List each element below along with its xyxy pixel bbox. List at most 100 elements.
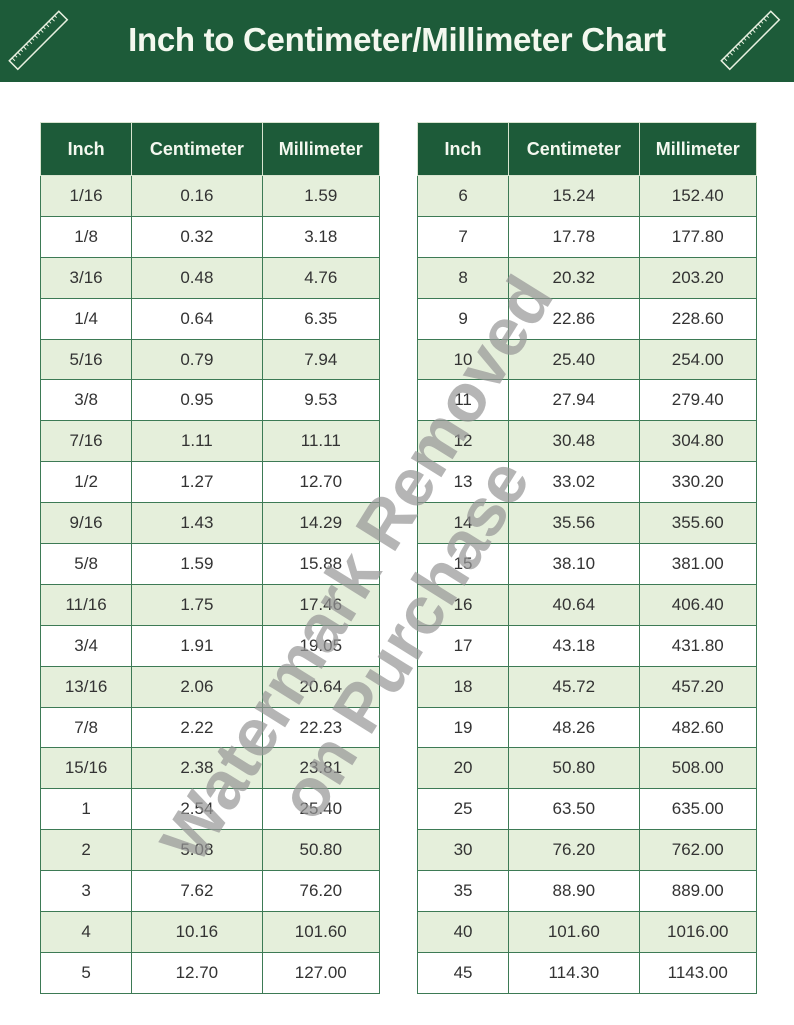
- inch-cell: 2: [39, 829, 133, 872]
- millimeter-cell: 355.60: [638, 502, 758, 545]
- table-row: 35 88.90 889.00: [416, 870, 758, 913]
- centimeter-cell: 15.24: [508, 175, 640, 217]
- centimeter-cell: 2.06: [131, 665, 263, 708]
- millimeter-cell: 9.53: [261, 379, 381, 422]
- millimeter-cell: 15.88: [261, 543, 381, 585]
- centimeter-cell: 0.95: [131, 379, 263, 422]
- inch-cell: 13/16: [39, 665, 133, 708]
- centimeter-cell: 0.32: [131, 215, 263, 258]
- millimeter-cell: 330.20: [638, 461, 758, 504]
- table-row: 3/4 1.91 19.05: [39, 624, 381, 667]
- millimeter-cell: 381.00: [638, 543, 758, 585]
- inch-cell: 1/16: [39, 175, 133, 217]
- table-row: 5/16 0.79 7.94: [39, 338, 381, 381]
- millimeter-cell: 635.00: [638, 788, 758, 831]
- inch-cell: 16: [416, 583, 510, 626]
- centimeter-cell: 20.32: [508, 256, 640, 299]
- table-row: 7/8 2.22 22.23: [39, 706, 381, 749]
- table-row: 18 45.72 457.20: [416, 665, 758, 708]
- millimeter-cell: 6.35: [261, 297, 381, 340]
- table-row: 4 10.16 101.60: [39, 911, 381, 953]
- centimeter-cell: 10.16: [131, 911, 263, 953]
- centimeter-cell: 1.59: [131, 543, 263, 585]
- centimeter-cell: 30.48: [508, 420, 640, 463]
- inch-cell: 15: [416, 543, 510, 585]
- centimeter-cell: 27.94: [508, 379, 640, 422]
- table-row: 45 114.30 1143.00: [416, 951, 758, 994]
- table-row: 14 35.56 355.60: [416, 502, 758, 545]
- centimeter-cell: 1.91: [131, 624, 263, 667]
- centimeter-cell: 7.62: [131, 870, 263, 913]
- centimeter-cell: 0.48: [131, 256, 263, 299]
- inch-cell: 13: [416, 461, 510, 504]
- table-row: 15 38.10 381.00: [416, 543, 758, 585]
- inch-cell: 25: [416, 788, 510, 831]
- millimeter-cell: 279.40: [638, 379, 758, 422]
- inch-cell: 14: [416, 502, 510, 545]
- millimeter-cell: 406.40: [638, 583, 758, 626]
- table-row: 7/16 1.11 11.11: [39, 420, 381, 463]
- column-header: Centimeter: [131, 122, 263, 176]
- table-row: 5 12.70 127.00: [39, 951, 381, 994]
- table-row: 25 63.50 635.00: [416, 788, 758, 831]
- millimeter-cell: 228.60: [638, 297, 758, 340]
- inch-cell: 6: [416, 175, 510, 217]
- column-header: Millimeter: [261, 122, 381, 176]
- centimeter-cell: 0.16: [131, 175, 263, 217]
- column-header: Inch: [39, 122, 133, 176]
- page-title: Inch to Centimeter/Millimeter Chart: [128, 21, 666, 58]
- millimeter-cell: 1143.00: [638, 951, 758, 994]
- conversion-table-left: Inch Centimeter Millimeter 1/16 0.16 1.59 1…: [39, 122, 381, 994]
- centimeter-cell: 5.08: [131, 829, 263, 872]
- conversion-table-right: Inch Centimeter Millimeter 6 15.24 152.40 7…: [416, 122, 758, 994]
- inch-cell: 40: [416, 911, 510, 953]
- millimeter-cell: 11.11: [261, 420, 381, 463]
- inch-cell: 7: [416, 215, 510, 258]
- table-row: 13 33.02 330.20: [416, 461, 758, 504]
- inch-cell: 11/16: [39, 583, 133, 626]
- column-header: Millimeter: [638, 122, 758, 176]
- centimeter-cell: 35.56: [508, 502, 640, 545]
- table-row: 16 40.64 406.40: [416, 583, 758, 626]
- millimeter-cell: 127.00: [261, 951, 381, 994]
- inch-cell: 1/4: [39, 297, 133, 340]
- millimeter-cell: 254.00: [638, 338, 758, 381]
- inch-cell: 5/8: [39, 543, 133, 585]
- millimeter-cell: 76.20: [261, 870, 381, 913]
- inch-cell: 1: [39, 788, 133, 831]
- table-row: 10 25.40 254.00: [416, 338, 758, 381]
- inch-cell: 10: [416, 338, 510, 381]
- millimeter-cell: 177.80: [638, 215, 758, 258]
- table-row: 3/16 0.48 4.76: [39, 256, 381, 299]
- inch-cell: 9: [416, 297, 510, 340]
- ruler-icon: [8, 10, 69, 71]
- millimeter-cell: 457.20: [638, 665, 758, 708]
- table-row: 1/16 0.16 1.59: [39, 175, 381, 217]
- millimeter-cell: 304.80: [638, 420, 758, 463]
- inch-cell: 4: [39, 911, 133, 953]
- table-row: 9/16 1.43 14.29: [39, 502, 381, 545]
- centimeter-cell: 0.79: [131, 338, 263, 381]
- inch-cell: 3: [39, 870, 133, 913]
- centimeter-cell: 45.72: [508, 665, 640, 708]
- centimeter-cell: 50.80: [508, 747, 640, 790]
- millimeter-cell: 22.23: [261, 706, 381, 749]
- inch-cell: 9/16: [39, 502, 133, 545]
- inch-cell: 3/8: [39, 379, 133, 422]
- millimeter-cell: 4.76: [261, 256, 381, 299]
- inch-cell: 5/16: [39, 338, 133, 381]
- centimeter-cell: 114.30: [508, 951, 640, 994]
- centimeter-cell: 1.11: [131, 420, 263, 463]
- millimeter-cell: 3.18: [261, 215, 381, 258]
- inch-cell: 12: [416, 420, 510, 463]
- millimeter-cell: 1016.00: [638, 911, 758, 953]
- inch-cell: 18: [416, 665, 510, 708]
- millimeter-cell: 50.80: [261, 829, 381, 872]
- millimeter-cell: 25.40: [261, 788, 381, 831]
- inch-cell: 5: [39, 951, 133, 994]
- centimeter-cell: 43.18: [508, 624, 640, 667]
- millimeter-cell: 19.05: [261, 624, 381, 667]
- centimeter-cell: 1.27: [131, 461, 263, 504]
- centimeter-cell: 2.54: [131, 788, 263, 831]
- title-banner: [0, 0, 794, 82]
